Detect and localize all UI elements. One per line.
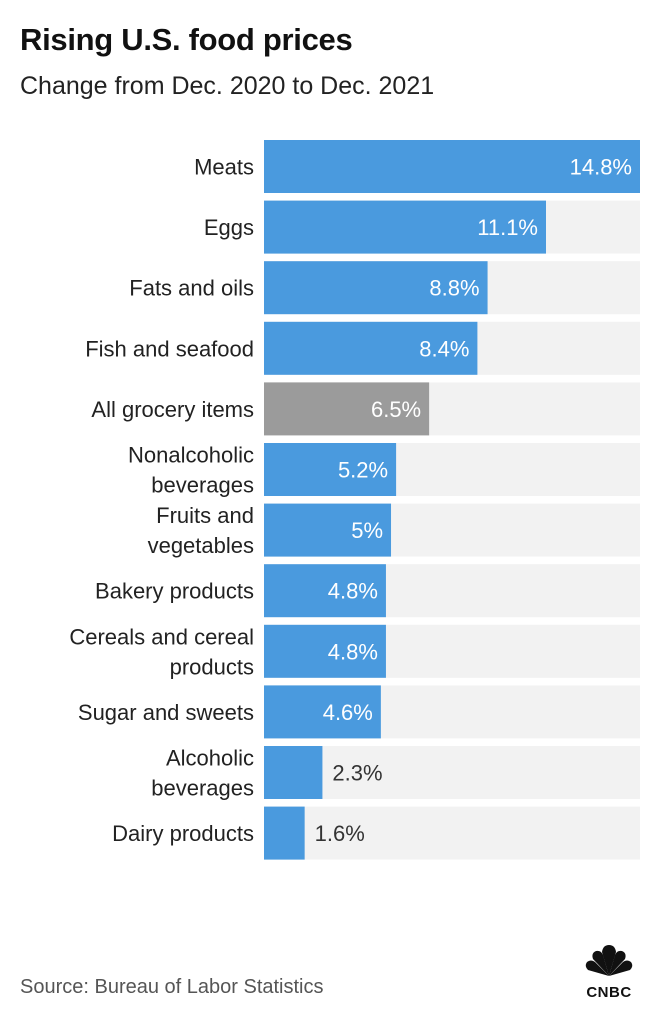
bar xyxy=(264,746,323,799)
category-label: Fish and seafood xyxy=(85,336,254,361)
value-label: 8.8% xyxy=(429,276,479,301)
value-label: 5.2% xyxy=(338,458,388,483)
category-label: vegetables xyxy=(148,533,254,558)
category-label: Dairy products xyxy=(112,821,254,846)
chart-subtitle: Change from Dec. 2020 to Dec. 2021 xyxy=(20,72,435,100)
value-label: 4.8% xyxy=(328,639,378,664)
value-label: 4.6% xyxy=(323,700,373,725)
bar xyxy=(264,140,640,193)
bar-track xyxy=(264,806,640,860)
category-label: beverages xyxy=(151,473,254,498)
category-label: Fats and oils xyxy=(129,276,254,301)
bar xyxy=(264,564,386,618)
cnbc-peacock-logo xyxy=(580,945,638,980)
value-label: 11.1% xyxy=(477,215,538,240)
value-label: 1.6% xyxy=(315,821,365,846)
bar xyxy=(264,321,478,375)
value-label: 14.8% xyxy=(570,155,632,180)
category-label: All grocery items xyxy=(91,397,254,422)
bar xyxy=(264,806,305,860)
bar-chart: Meats 14.8% Eggs 11.1% Fats and oils 8.8% Fish… xyxy=(69,140,640,860)
value-label: 8.4% xyxy=(419,336,469,361)
value-label: 4.8% xyxy=(328,579,378,604)
category-label: Fruits and xyxy=(156,503,254,528)
value-label: 6.5% xyxy=(371,397,421,422)
bar xyxy=(264,261,488,315)
category-label: Sugar and sweets xyxy=(78,700,254,725)
bar xyxy=(264,382,430,436)
category-label: products xyxy=(170,654,254,679)
value-label: 2.3% xyxy=(332,761,382,786)
bar-track xyxy=(264,746,640,799)
category-label: beverages xyxy=(151,776,254,801)
category-label: Eggs xyxy=(204,215,254,240)
bar xyxy=(264,503,392,557)
bar xyxy=(264,443,397,496)
value-label: 5% xyxy=(351,518,383,543)
category-label: Nonalcoholic xyxy=(128,443,254,468)
source-note: Source: Bureau of Labor Statistics xyxy=(20,976,324,998)
category-label: Cereals and cereal xyxy=(69,624,254,649)
bar xyxy=(264,200,546,254)
category-label: Meats xyxy=(194,155,254,180)
chart-title: Rising U.S. food prices xyxy=(20,22,353,57)
category-label: Alcoholic xyxy=(166,746,254,771)
bar xyxy=(264,685,381,739)
category-label: Bakery products xyxy=(95,579,254,604)
bar xyxy=(264,624,386,678)
cnbc-logo-text: CNBC xyxy=(586,984,632,1001)
